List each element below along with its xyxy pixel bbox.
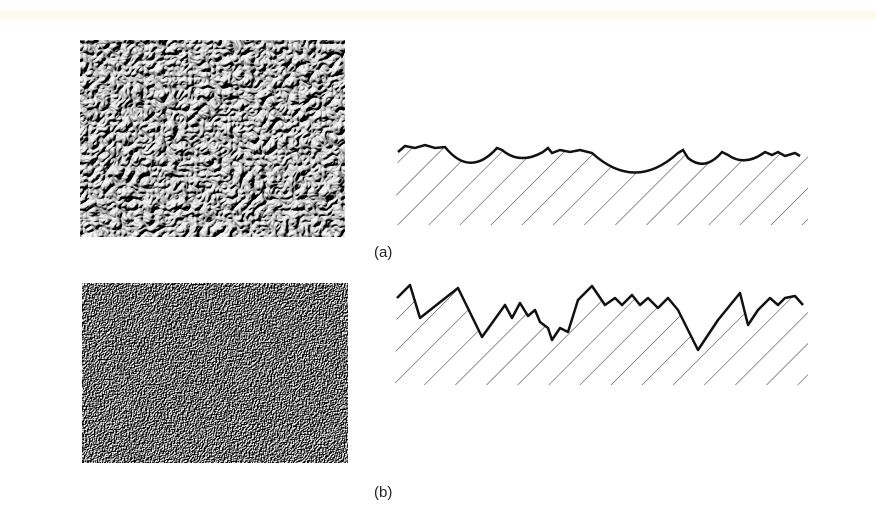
- surface-image-b: [82, 283, 348, 463]
- label-b: (b): [374, 484, 392, 501]
- hatch-area: [395, 285, 808, 385]
- hatch-area: [395, 145, 808, 225]
- profile-line: [396, 283, 804, 352]
- label-a: (a): [374, 244, 392, 261]
- surface-image-a: [80, 40, 345, 237]
- top-band: [0, 10, 876, 20]
- profile-a: [395, 143, 808, 225]
- profile-line: [397, 143, 801, 174]
- profile-b: [395, 283, 808, 385]
